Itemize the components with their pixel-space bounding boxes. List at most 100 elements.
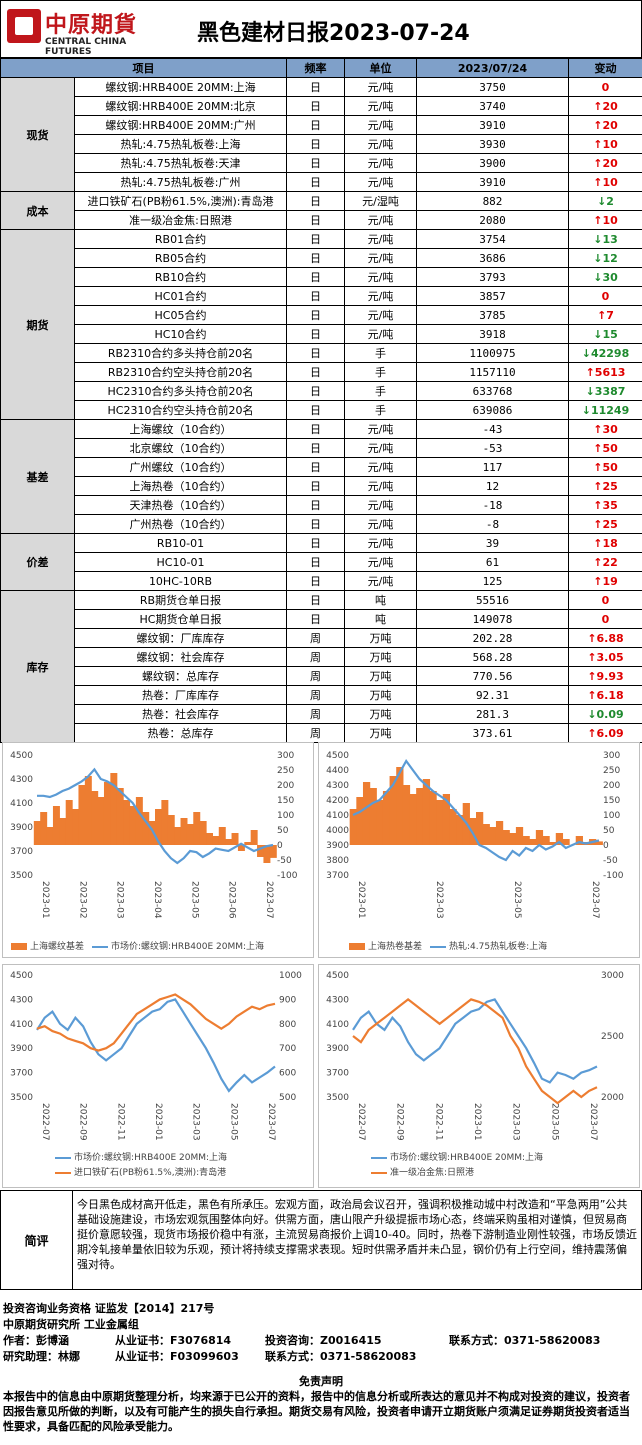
freq-cell: 日: [286, 457, 345, 477]
basis-bar: [237, 845, 245, 851]
change-value: 6.18: [596, 688, 624, 702]
basis-bar: [409, 794, 417, 845]
arrow-up-icon: ↑: [593, 213, 603, 227]
x-axis-tick: 2023-06: [227, 881, 237, 919]
change-cell: ↑10: [568, 210, 642, 230]
unit-cell: 手: [344, 362, 417, 382]
unit-cell: 吨: [344, 609, 417, 629]
basis-bar: [52, 806, 60, 845]
unit-cell: 元/吨: [344, 286, 417, 306]
left-axis-tick: 3500: [10, 1093, 33, 1103]
freq-cell: 周: [286, 666, 345, 686]
change-cell: ↑6.18: [568, 685, 642, 705]
arrow-down-icon: ↓: [593, 232, 603, 246]
item-cell: RB期货仓单日报: [74, 590, 287, 610]
chart-legend: 市场价:螺纹钢:HRB400E 20MM:上海 准一级冶金焦:日照港: [371, 1151, 551, 1181]
arrow-up-icon: ↑: [593, 536, 603, 550]
change-value: 20: [602, 156, 618, 170]
left-axis-tick: 4500: [326, 971, 349, 981]
table-row: 准一级冶金焦:日照港日元/吨 2080 ↑10: [1, 210, 642, 230]
basis-bar: [502, 830, 510, 845]
logo-cn-text: 中原期貨: [45, 13, 138, 38]
value-cell: 3740: [416, 96, 569, 116]
item-cell: 螺纹钢:HRB400E 20MM:上海: [74, 77, 287, 97]
author-cert: 从业证书：F3076814: [115, 1334, 232, 1347]
basis-bar: [362, 782, 371, 845]
basis-bar: [555, 833, 564, 845]
item-cell: HC期货仓单日报: [74, 609, 287, 629]
left-axis-tick: 4400: [326, 766, 349, 776]
disclaimer-title: 免责声明: [299, 1375, 343, 1388]
right-axis-tick: 800: [279, 1020, 296, 1030]
item-cell: 螺纹钢：总库存: [74, 666, 287, 686]
assistant-cert: 从业证书：F03099603: [115, 1350, 239, 1363]
author-consult: 投资咨询：Z0016415: [265, 1334, 382, 1347]
basis-bar: [186, 824, 194, 845]
unit-cell: 万吨: [344, 685, 417, 705]
table-row: HC期货仓单日报日吨 149078 0: [1, 609, 642, 629]
basis-bar: [269, 845, 277, 858]
unit-cell: 吨: [344, 590, 417, 610]
freq-cell: 日: [286, 172, 345, 192]
basis-bar: [382, 791, 391, 845]
basis-bar: [595, 841, 603, 845]
table-row: 10HC-10RB 日元/吨 125 ↑19: [1, 571, 642, 591]
basis-bar: [142, 812, 150, 845]
right-axis-tick: 700: [279, 1044, 296, 1054]
basis-bar: [59, 818, 67, 845]
freq-cell: 周: [286, 704, 345, 724]
x-axis-tick: 2023-01: [40, 881, 50, 919]
unit-cell: 元/吨: [344, 533, 417, 553]
left-axis-tick: 4200: [326, 796, 349, 806]
footer-org: 中原期货研究所 工业金属组: [3, 1318, 139, 1331]
right-axis-tick: 600: [279, 1069, 296, 1079]
freq-cell: 日: [286, 495, 345, 515]
basis-bar: [509, 833, 517, 845]
value-cell: 39: [416, 533, 569, 553]
chart-svg: 4500 4300 4100 3900 3700 3500 300 250 200 150 100 5…: [10, 751, 298, 919]
report-title: 黑色建材日报2023-07-24: [197, 21, 470, 46]
basis-bar: [515, 827, 524, 845]
table-row: 基差 上海螺纹（10合约）日元/吨 -43 ↑30: [0, 419, 642, 534]
arrow-down-icon: ↓: [593, 251, 603, 265]
value-cell: 117: [416, 457, 569, 477]
arrow-down-icon: ↓: [593, 327, 603, 341]
change-cell: ↑50: [568, 457, 642, 477]
freq-cell: 日: [286, 210, 345, 230]
left-axis-tick: 3700: [10, 1069, 33, 1079]
item-cell: 螺纹钢:HRB400E 20MM:北京: [74, 96, 287, 116]
freq-cell: 日: [286, 115, 345, 135]
value-cell: -8: [416, 514, 569, 534]
arrow-up-icon: ↑: [593, 137, 603, 151]
chart-legend: 上海螺纹基差 市场价:螺纹钢:HRB400E 20MM:上海: [11, 939, 272, 952]
basis-bar: [535, 830, 544, 845]
legend-swatch-icon: [349, 943, 365, 950]
change-cell: ↑25: [568, 476, 642, 496]
basis-bar: [78, 785, 86, 845]
x-axis-tick: 2023-05: [228, 1103, 238, 1141]
footer-author-line: 作者：彭博涵 从业证书：F3076814 投资咨询：Z0016415 联系方式：…: [3, 1332, 639, 1347]
x-axis-tick: 2023-03: [511, 1103, 521, 1141]
x-axis-tick: 2023-05: [512, 881, 522, 919]
unit-cell: 元/吨: [344, 419, 417, 439]
author-contact: 联系方式：0371-58620083: [449, 1334, 601, 1347]
change-value: 6.88: [596, 631, 624, 645]
left-axis-tick: 3700: [326, 871, 349, 881]
freq-cell: 日: [286, 419, 345, 439]
value-cell: 568.28: [416, 647, 569, 667]
unit-cell: 手: [344, 381, 417, 401]
value-cell: 3918: [416, 324, 569, 344]
value-cell: 770.56: [416, 666, 569, 686]
table-row: 广州热卷（10合约）日元/吨 -8 ↑25: [1, 514, 642, 534]
change-value: 0: [601, 593, 610, 607]
table-row: 现货 螺纹钢:HRB400E 20MM:上海日元/吨 3750 0: [0, 77, 642, 192]
col-header-item: 项目: [0, 58, 287, 78]
item-cell: 螺纹钢：厂库库存: [74, 628, 287, 648]
value-cell: 149078: [416, 609, 569, 629]
change-value: 9.93: [596, 669, 624, 683]
value-cell: 1100975: [416, 343, 569, 363]
arrow-down-icon: ↓: [581, 346, 591, 360]
left-axis-tick: 4300: [10, 775, 33, 785]
freq-cell: 日: [286, 248, 345, 268]
value-cell: 3686: [416, 248, 569, 268]
